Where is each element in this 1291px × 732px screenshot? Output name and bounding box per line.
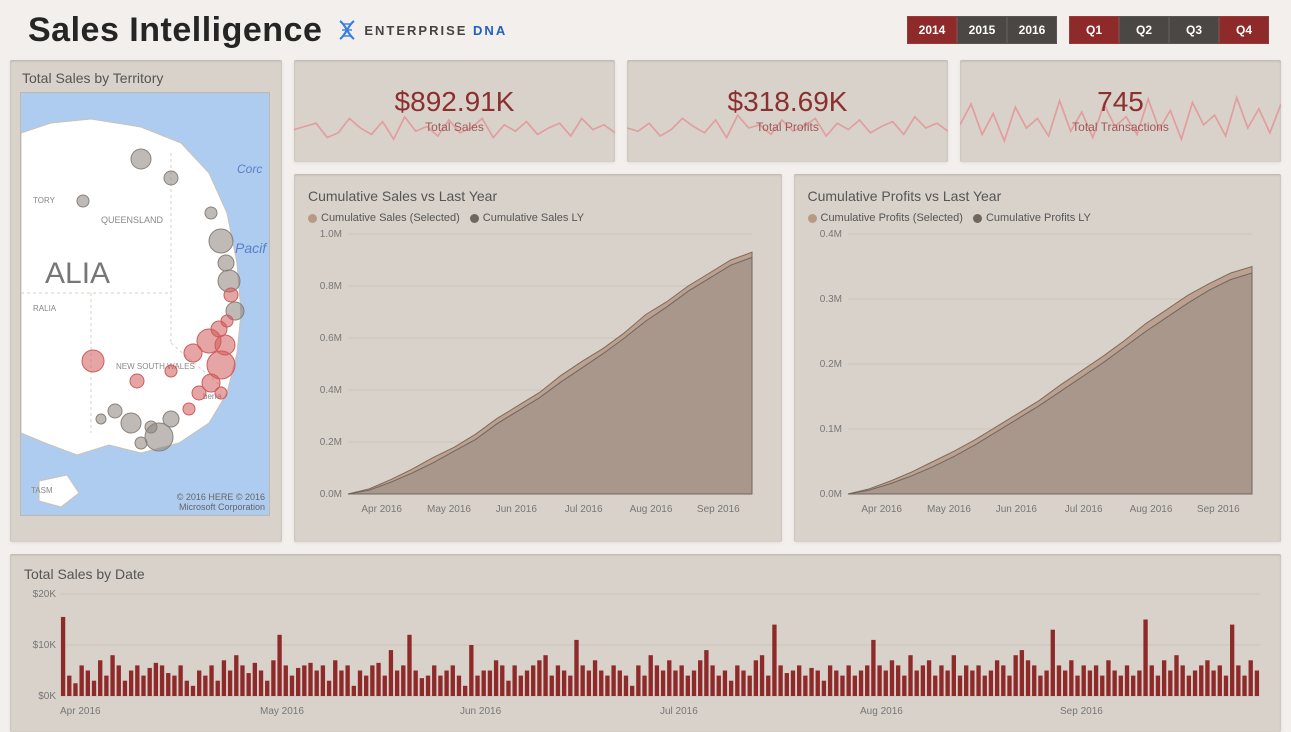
- svg-text:Aug 2016: Aug 2016: [630, 504, 673, 515]
- quarter-button-q4[interactable]: Q4: [1219, 16, 1269, 44]
- logo: ENTERPRISE DNA: [336, 19, 507, 41]
- svg-text:$10K: $10K: [33, 640, 57, 651]
- svg-text:Apr 2016: Apr 2016: [361, 504, 402, 515]
- svg-text:May 2016: May 2016: [260, 706, 304, 717]
- svg-text:0.3M: 0.3M: [819, 294, 841, 305]
- svg-text:Jun 2016: Jun 2016: [460, 706, 502, 717]
- svg-text:0.1M: 0.1M: [819, 424, 841, 435]
- cumulative-card-0: Cumulative Sales vs Last Year Cumulative …: [294, 174, 782, 542]
- map[interactable]: TORY QUEENSLAND ALIA RALIA NEW SOUTH WALES Co…: [20, 92, 270, 516]
- svg-text:0.0M: 0.0M: [320, 489, 342, 500]
- kpi-card-1: $318.69K Total Profits: [627, 60, 948, 162]
- year-button-2014[interactable]: 2014: [907, 16, 957, 44]
- svg-text:$20K: $20K: [33, 590, 57, 600]
- svg-text:NEW SOUTH WALES: NEW SOUTH WALES: [116, 362, 195, 371]
- map-credits: © 2016 HERE © 2016Microsoft Corporation: [177, 493, 265, 513]
- bar-chart[interactable]: $0K $10K $20K Apr 2016 May 2016 Jun 2016 Jul 2…: [22, 590, 1268, 720]
- map-title: Total Sales by Territory: [22, 70, 272, 86]
- cumulative-row: Cumulative Sales vs Last Year Cumulative …: [294, 174, 1281, 542]
- quarter-button-q3[interactable]: Q3: [1169, 16, 1219, 44]
- svg-text:Aug 2016: Aug 2016: [860, 706, 903, 717]
- legend: Cumulative Sales (Selected)Cumulative Sa…: [308, 212, 770, 224]
- logo-text: ENTERPRISE DNA: [364, 23, 507, 38]
- map-card: Total Sales by Territory TORY QUEENSLAND A…: [10, 60, 282, 542]
- header: Sales Intelligence ENTERPRISE DNA 201420…: [10, 8, 1281, 52]
- bar-title: Total Sales by Date: [24, 566, 1269, 582]
- svg-text:0.4M: 0.4M: [320, 385, 342, 396]
- svg-text:Corc: Corc: [237, 162, 262, 176]
- cumulative-card-1: Cumulative Profits vs Last Year Cumulativ…: [794, 174, 1282, 542]
- kpi-card-0: $892.91K Total Sales: [294, 60, 615, 162]
- svg-text:TORY: TORY: [33, 196, 56, 205]
- legend: Cumulative Profits (Selected)Cumulative …: [808, 212, 1270, 224]
- kpi-row: $892.91K Total Sales $318.69K Total Profits…: [294, 60, 1281, 162]
- svg-text:Sep 2016: Sep 2016: [1196, 504, 1239, 515]
- svg-text:Sep 2016: Sep 2016: [697, 504, 740, 515]
- svg-text:$0K: $0K: [38, 691, 56, 702]
- svg-text:May 2016: May 2016: [427, 504, 471, 515]
- year-button-2015[interactable]: 2015: [957, 16, 1007, 44]
- svg-text:RALIA: RALIA: [33, 304, 57, 313]
- chart-title: Cumulative Profits vs Last Year: [808, 188, 1270, 204]
- svg-text:0.4M: 0.4M: [819, 229, 841, 240]
- svg-text:Jul 2016: Jul 2016: [1064, 504, 1102, 515]
- svg-text:Aug 2016: Aug 2016: [1129, 504, 1172, 515]
- svg-text:0.0M: 0.0M: [819, 489, 841, 500]
- kpi-value: 745: [960, 86, 1281, 118]
- svg-text:0.2M: 0.2M: [819, 359, 841, 370]
- chart-title: Cumulative Sales vs Last Year: [308, 188, 770, 204]
- kpi-value: $892.91K: [294, 86, 615, 118]
- svg-text:0.6M: 0.6M: [320, 333, 342, 344]
- svg-text:0.2M: 0.2M: [320, 437, 342, 448]
- dna-icon: [336, 19, 358, 41]
- kpi-value: $318.69K: [627, 86, 948, 118]
- area-chart[interactable]: 0.0M 0.2M 0.4M 0.6M 0.8M 1.0M Apr 2016 May 2016…: [306, 228, 760, 522]
- svg-text:1.0M: 1.0M: [320, 229, 342, 240]
- page-title: Sales Intelligence: [28, 11, 322, 50]
- year-filter: 201420152016: [907, 16, 1057, 44]
- kpi-label: Total Sales: [294, 120, 615, 134]
- svg-text:Jun 2016: Jun 2016: [995, 504, 1037, 515]
- dashboard-page: Sales Intelligence ENTERPRISE DNA 201420…: [0, 0, 1291, 729]
- map-svg: TORY QUEENSLAND ALIA RALIA NEW SOUTH WALES Co…: [21, 93, 269, 515]
- quarter-filter: Q1Q2Q3Q4: [1069, 16, 1269, 44]
- svg-text:Jun 2016: Jun 2016: [496, 504, 538, 515]
- svg-text:QUEENSLAND: QUEENSLAND: [101, 215, 164, 225]
- kpi-label: Total Transactions: [960, 120, 1281, 134]
- svg-text:May 2016: May 2016: [927, 504, 971, 515]
- svg-text:Apr 2016: Apr 2016: [861, 504, 902, 515]
- svg-text:Pacif: Pacif: [235, 240, 268, 256]
- svg-text:Jul 2016: Jul 2016: [660, 706, 698, 717]
- kpi-label: Total Profits: [627, 120, 948, 134]
- svg-text:0.8M: 0.8M: [320, 281, 342, 292]
- svg-text:ALIA: ALIA: [45, 257, 110, 290]
- svg-text:TASM: TASM: [31, 486, 53, 495]
- bar-card: Total Sales by Date $0K $10K $20K Apr 2016 M…: [10, 554, 1281, 732]
- svg-text:Apr 2016: Apr 2016: [60, 706, 101, 717]
- kpi-card-2: 745 Total Transactions: [960, 60, 1281, 162]
- quarter-button-q1[interactable]: Q1: [1069, 16, 1119, 44]
- area-chart[interactable]: 0.0M 0.1M 0.2M 0.3M 0.4M Apr 2016 May 2016 Jun …: [806, 228, 1260, 522]
- svg-text:Jul 2016: Jul 2016: [565, 504, 603, 515]
- year-button-2016[interactable]: 2016: [1007, 16, 1057, 44]
- quarter-button-q2[interactable]: Q2: [1119, 16, 1169, 44]
- svg-text:Sep 2016: Sep 2016: [1060, 706, 1103, 717]
